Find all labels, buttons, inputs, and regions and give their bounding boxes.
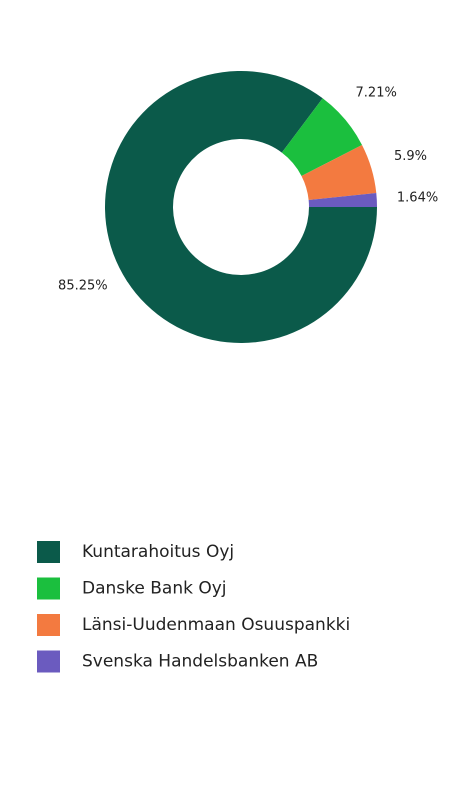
slice-label: 7.21% [356,86,397,101]
legend-swatch [37,577,60,600]
legend-label: Danske Bank Oyj [82,579,227,599]
legend-label: Kuntarahoitus Oyj [82,542,234,562]
legend-label: Svenska Handelsbanken AB [82,652,318,672]
legend-label: Länsi-Uudenmaan Osuuspankki [82,615,350,635]
slice-label: 1.64% [397,190,438,205]
slice-label: 5.9% [394,149,427,164]
legend-swatch [37,614,60,636]
legend-swatch [37,650,60,673]
pie-slice [301,144,377,201]
pie-slice [308,193,377,207]
slice-label: 85.25% [58,279,108,294]
pie-slice [281,98,363,176]
pie-slice [105,70,377,343]
legend-swatch [37,541,60,563]
